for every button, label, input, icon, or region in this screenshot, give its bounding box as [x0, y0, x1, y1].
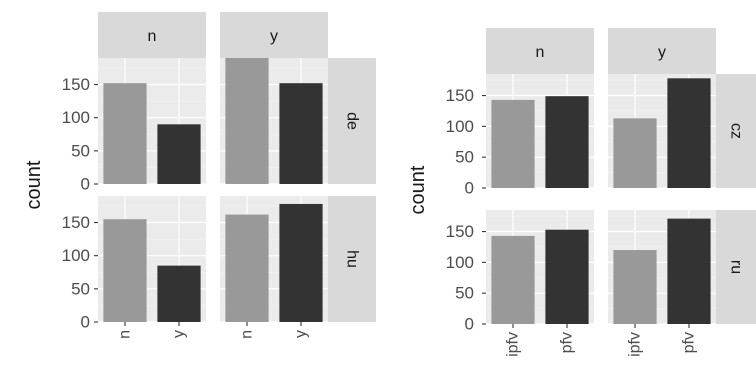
bar-y-hu-n	[225, 214, 269, 322]
left-y-axis-title: count	[23, 160, 45, 209]
strip-row-de	[328, 58, 376, 184]
bar-y-cz-pfv	[667, 78, 711, 188]
x-tick-label: pfv	[681, 332, 698, 353]
strip-col-label-n: n	[148, 28, 157, 45]
x-tick-label: y	[293, 330, 310, 338]
y-tick-label: 50	[71, 279, 90, 298]
x-tick-label: n	[239, 330, 256, 339]
strip-col-y	[220, 12, 328, 58]
y-tick-label: 150	[446, 222, 474, 241]
bar-n-ru-ipfv	[491, 235, 535, 324]
bar-n-ru-pfv	[545, 229, 589, 324]
y-tick-label: 0	[81, 313, 90, 332]
strip-col-label-n: n	[536, 44, 545, 61]
strip-row-ru	[716, 210, 756, 324]
y-tick-label: 100	[446, 117, 474, 136]
y-tick-label: 100	[62, 246, 90, 265]
y-tick-label: 50	[455, 284, 474, 303]
strip-row-label-hu: hu	[344, 250, 361, 268]
bar-y-ru-ipfv	[613, 250, 657, 324]
strip-row-cz	[716, 74, 756, 188]
strip-col-label-y: y	[658, 44, 666, 61]
strip-row-label-cz: cz	[728, 123, 745, 139]
y-tick-label: 150	[62, 75, 90, 94]
bar-y-de-n	[225, 58, 269, 184]
bar-y-cz-ipfv	[613, 118, 657, 188]
x-tick-label: pfv	[559, 332, 576, 353]
y-tick-label: 0	[465, 315, 474, 334]
x-tick-label: ipfv	[627, 332, 644, 357]
bar-n-cz-ipfv	[491, 99, 535, 188]
bar-y-de-y	[279, 83, 323, 184]
y-tick-label: 100	[446, 253, 474, 272]
y-tick-label: 0	[465, 179, 474, 198]
y-tick-label: 50	[455, 148, 474, 167]
strip-row-label-ru: ru	[728, 260, 745, 274]
strip-col-y	[608, 28, 716, 74]
y-tick-label: 150	[62, 213, 90, 232]
strip-col-n	[486, 28, 594, 74]
bar-y-ru-pfv	[667, 218, 711, 324]
bar-y-hu-y	[279, 203, 323, 322]
y-tick-label: 50	[71, 141, 90, 160]
strip-row-label-de: de	[344, 112, 361, 130]
bar-n-hu-y	[157, 265, 201, 322]
strip-col-n	[98, 12, 206, 58]
y-tick-label: 150	[446, 86, 474, 105]
x-tick-label: y	[171, 330, 188, 338]
bar-n-cz-pfv	[545, 96, 589, 188]
x-tick-label: n	[117, 330, 134, 339]
y-tick-label: 100	[62, 108, 90, 127]
bar-n-de-n	[103, 83, 147, 184]
y-tick-label: 0	[81, 175, 90, 194]
right-y-axis-title: count	[407, 165, 429, 214]
strip-row-hu	[328, 196, 376, 322]
bar-n-hu-n	[103, 219, 147, 322]
bar-n-de-y	[157, 124, 201, 184]
x-tick-label: ipfv	[505, 332, 522, 357]
strip-col-label-y: y	[270, 28, 278, 45]
